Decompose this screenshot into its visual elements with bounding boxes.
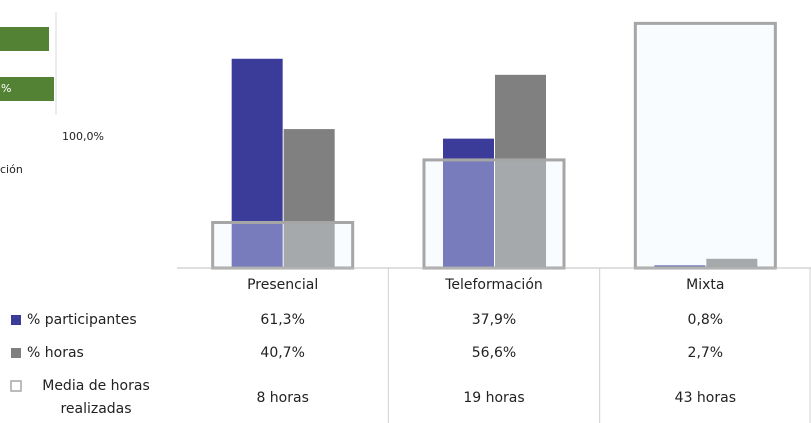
fragment-label: 100,0% — [62, 130, 104, 143]
legend-key — [11, 315, 21, 325]
hours-box — [211, 220, 355, 270]
legend-label: % horas — [27, 345, 84, 361]
table-value: 40,7% — [260, 345, 304, 361]
bar — [283, 129, 335, 268]
fragment-label: % — [1, 82, 11, 95]
hours-box — [633, 21, 777, 270]
hours-box — [422, 158, 566, 270]
legend-label: Media de horas realizadas — [42, 378, 150, 417]
table-value: 8 horas — [256, 390, 308, 406]
table-value: 37,9% — [472, 312, 516, 328]
fragment-bar — [0, 77, 54, 101]
category-label: Mixta — [686, 277, 724, 293]
fragment-bar — [0, 27, 49, 51]
table-value: 0,8% — [688, 312, 724, 328]
fragment-label: ción — [0, 163, 23, 176]
table-value: 19 horas — [463, 390, 524, 406]
category-label: Presencial — [247, 277, 318, 293]
category-label: Teleformación — [444, 277, 543, 293]
bar — [231, 58, 283, 268]
table-value: 56,6% — [472, 345, 516, 361]
legend-key — [11, 348, 21, 358]
bar — [495, 74, 546, 269]
table-value: 2,7% — [688, 345, 724, 361]
table-value: 61,3% — [260, 312, 304, 328]
table-value: 43 horas — [675, 390, 736, 406]
bar — [706, 258, 758, 268]
legend-key — [10, 380, 22, 392]
legend-label: % participantes — [27, 312, 137, 328]
